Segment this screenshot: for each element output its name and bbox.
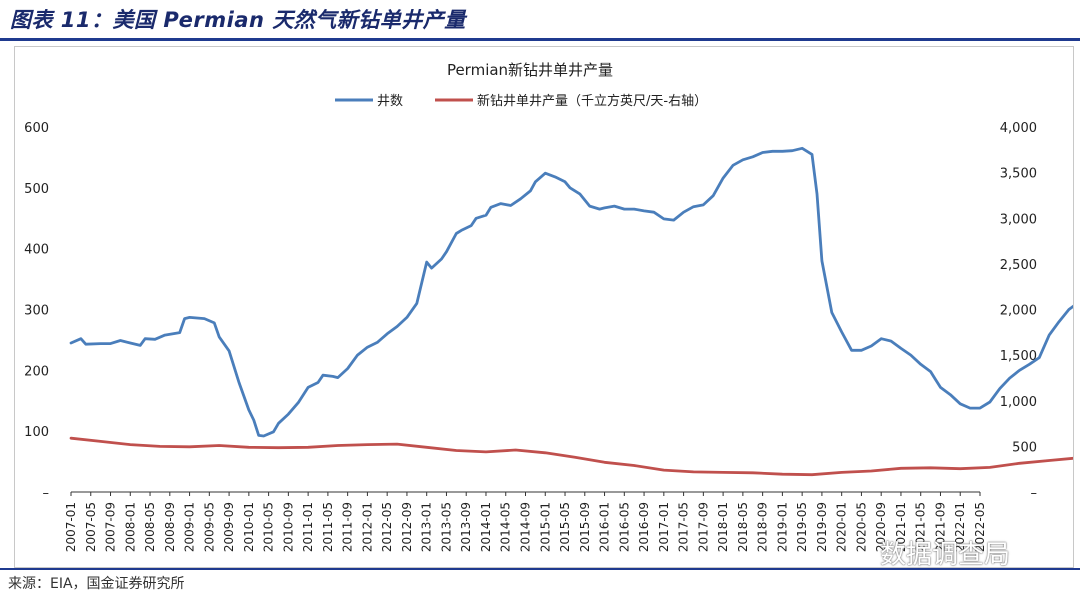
x-tick-label: 2016-05 <box>617 502 631 552</box>
y-right-tick-label: 4,000 <box>1000 121 1037 136</box>
x-tick-label: 2011-05 <box>321 502 335 552</box>
y-right-tick-label: 500 <box>1012 440 1037 455</box>
x-tick-label: 2007-09 <box>104 502 118 552</box>
legend-rigs-label: 井数 <box>377 94 403 109</box>
x-tick-label: 2021-05 <box>914 502 928 552</box>
x-tick-label: 2019-05 <box>795 502 809 552</box>
legend-production-label: 新钻井单井产量（千立方英尺/天-右轴） <box>477 93 707 109</box>
chart-axes: 2007-01 2007-05 2007-09 2008-01 2008-05 2008-… <box>24 121 1037 552</box>
x-tick-label: 2009-05 <box>202 502 216 552</box>
header-divider <box>0 38 1080 41</box>
x-tick-label: 2017-01 <box>657 502 671 552</box>
y-left-tick-label: 200 <box>24 364 49 379</box>
y-right-tick-label: – <box>1031 486 1038 501</box>
x-tick-label: 2008-05 <box>143 502 157 552</box>
x-tick-label: 2012-05 <box>380 502 394 552</box>
x-tick-label: 2012-01 <box>360 502 374 552</box>
x-tick-label: 2014-05 <box>499 502 513 552</box>
chart-svg: Permian新钻井单井产量 井数 新钻井单井产量（千立方英尺/天-右轴） 20… <box>24 61 1080 552</box>
x-tick-label: 2016-01 <box>598 502 612 552</box>
y-right-tick-label: 3,500 <box>1000 167 1037 182</box>
x-tick-label: 2015-05 <box>558 502 572 552</box>
x-tick-label: 2022-01 <box>953 502 967 552</box>
x-tick-label: 2010-01 <box>242 502 256 552</box>
x-tick-label: 2008-01 <box>123 502 137 552</box>
x-tick-label: 2008-09 <box>163 502 177 552</box>
x-tick-label: 2011-01 <box>301 502 315 552</box>
x-tick-label: 2017-05 <box>677 502 691 552</box>
y-right-tick-label: 3,000 <box>1000 212 1037 227</box>
x-tick-label: 2019-01 <box>775 502 789 552</box>
y-left-tick-label: 600 <box>24 121 49 136</box>
x-tick-label: 2007-05 <box>84 502 98 552</box>
y-right-tick-label: 2,000 <box>1000 304 1037 319</box>
footer-divider <box>0 568 1080 570</box>
y-left-tick-label: 500 <box>24 182 49 197</box>
x-tick-label: 2022-05 <box>973 502 987 552</box>
x-tick-label: 2012-09 <box>400 502 414 552</box>
x-tick-label: 2014-01 <box>479 502 493 552</box>
x-tick-label: 2010-09 <box>281 502 295 552</box>
x-tick-label: 2013-05 <box>439 502 453 552</box>
x-tick-label: 2009-01 <box>183 502 197 552</box>
x-tick-label: 2009-09 <box>222 502 236 552</box>
plot-area <box>69 146 1080 477</box>
x-tick-label: 2021-09 <box>933 502 947 552</box>
x-tick-label: 2017-09 <box>696 502 710 552</box>
x-tick-label: 2016-09 <box>637 502 651 552</box>
x-tick-label: 2007-01 <box>64 502 78 552</box>
y-right-tick-label: 1,000 <box>1000 395 1037 410</box>
x-tick-label: 2020-05 <box>854 502 868 552</box>
x-tick-label: 2020-01 <box>835 502 849 552</box>
x-tick-label: 2019-09 <box>815 502 829 552</box>
x-tick-label: 2013-09 <box>459 502 473 552</box>
watermark: 数据调查局 <box>880 540 1011 570</box>
chart-title: Permian新钻井单井产量 <box>447 61 613 79</box>
y-right-tick-label: 2,500 <box>1000 258 1037 273</box>
x-tick-label: 2018-05 <box>736 502 750 552</box>
x-tick-label: 2018-09 <box>756 502 770 552</box>
y-left-tick-label: 100 <box>24 425 49 440</box>
x-tick-label: 2015-01 <box>538 502 552 552</box>
chart-frame: Permian新钻井单井产量 井数 新钻井单井产量（千立方英尺/天-右轴） 20… <box>14 46 1080 568</box>
y-left-tick-label: – <box>43 486 50 501</box>
x-tick-label: 2021-01 <box>894 502 908 552</box>
x-tick-label: 2013-01 <box>420 502 434 552</box>
y-right-tick-label: 1,500 <box>1000 349 1037 364</box>
page-title: 图表 11：美国 Permian 天然气新钻单井产量 <box>10 8 466 32</box>
y-left-tick-label: 300 <box>24 304 49 319</box>
x-tick-label: 2018-01 <box>716 502 730 552</box>
series-line-rigs <box>69 146 1080 438</box>
x-tick-label: 2020-09 <box>874 502 888 552</box>
source-note: 来源：EIA，国金证券研究所 <box>8 576 185 592</box>
series-line-production <box>69 436 1080 477</box>
x-tick-label: 2015-09 <box>578 502 592 552</box>
x-tick-label: 2010-05 <box>262 502 276 552</box>
x-tick-label: 2011-09 <box>341 502 355 552</box>
chart-legend: 井数 新钻井单井产量（千立方英尺/天-右轴） <box>335 93 707 109</box>
y-left-tick-label: 400 <box>24 243 49 258</box>
x-tick-label: 2014-09 <box>519 502 533 552</box>
